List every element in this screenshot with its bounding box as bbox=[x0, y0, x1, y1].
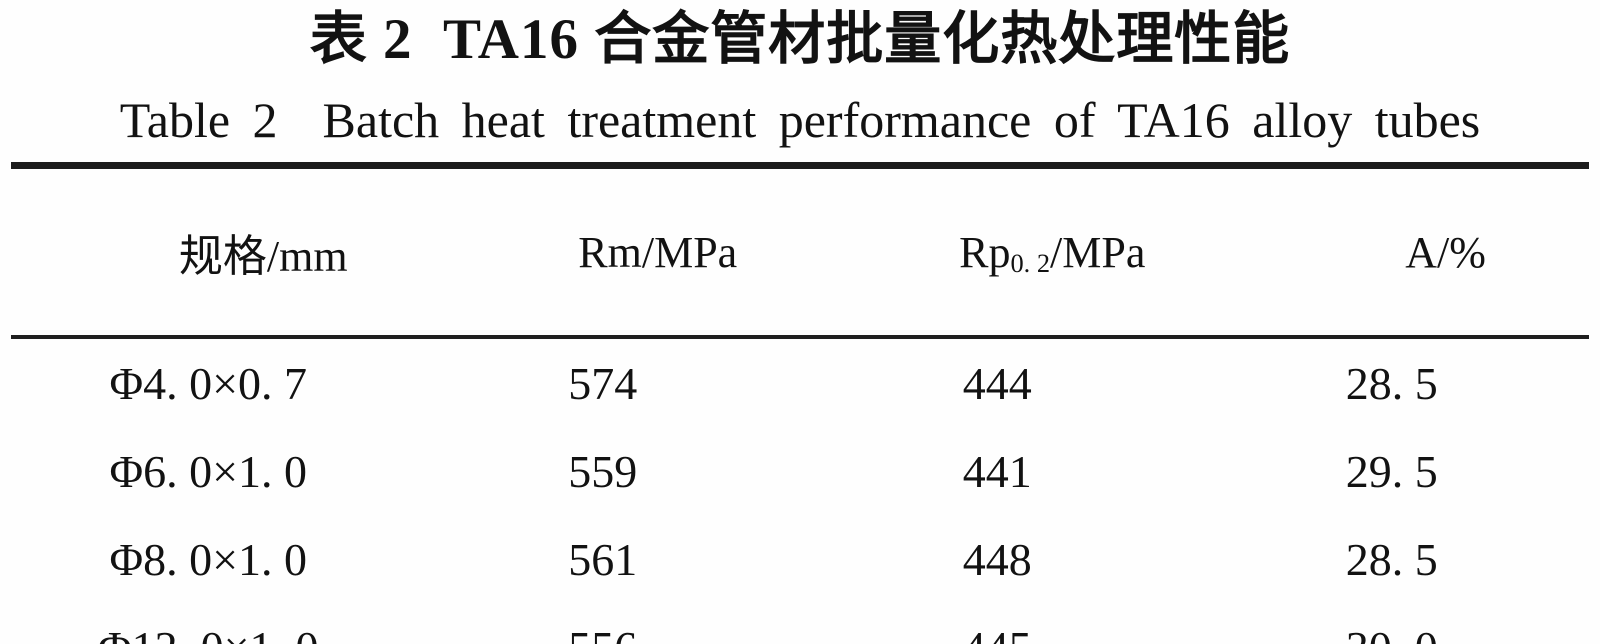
performance-table: 规格/mm Rm/MPa Rp0. 2/MPa A/% Φ4. 0×0. 7 5… bbox=[11, 162, 1589, 644]
cell-a: 29. 5 bbox=[1345, 445, 1438, 497]
table-caption-english: Table 2 Batch heat treatment performance… bbox=[119, 92, 1481, 148]
table-row: Φ6. 0×1. 0 559 441 29. 5 bbox=[11, 427, 1589, 515]
cell-rp02: 444 bbox=[962, 357, 1032, 409]
table-caption-chinese: 表 2 TA16 合金管材批量化热处理性能 bbox=[309, 8, 1291, 71]
cell-spec: Φ6. 0×1. 0 bbox=[109, 445, 308, 497]
col-header-rp02-unit: /MPa bbox=[1050, 227, 1146, 277]
table-body: Φ4. 0×0. 7 574 444 28. 5 Φ6. 0×1. 0 559 … bbox=[11, 337, 1589, 644]
cell-spec: Φ12. 0×1. 0 bbox=[11, 603, 406, 644]
col-header-spec: 规格/mm bbox=[11, 165, 406, 339]
col-header-rm-label: Rm/MPa bbox=[578, 227, 738, 277]
cell-rm: 561 bbox=[568, 533, 638, 585]
col-header-rp02-subscript: 0. 2 bbox=[1010, 248, 1051, 279]
cell-rp02: 448 bbox=[962, 533, 1032, 585]
table-header-row: 规格/mm Rm/MPa Rp0. 2/MPa A/% bbox=[11, 165, 1589, 339]
col-header-a: A/% bbox=[1194, 165, 1589, 339]
cell-rm: 574 bbox=[568, 357, 638, 409]
cell-a: 28. 5 bbox=[1345, 533, 1438, 585]
cell-a: 30. 0 bbox=[1195, 603, 1590, 644]
col-header-spec-label: 规格/mm bbox=[178, 232, 348, 281]
cell-rp02: 441 bbox=[962, 445, 1032, 497]
table-row: Φ8. 0×1. 0 561 448 28. 5 bbox=[11, 515, 1589, 603]
cell-spec: Φ4. 0×0. 7 bbox=[109, 357, 308, 409]
table-row: Φ12. 0×1. 0 556 445 30. 0 bbox=[11, 603, 1589, 644]
col-header-rm: Rm/MPa bbox=[405, 165, 800, 339]
col-header-a-label: A/% bbox=[1405, 227, 1486, 277]
col-header-rp02: Rp0. 2/MPa bbox=[800, 165, 1195, 339]
cell-spec: Φ8. 0×1. 0 bbox=[109, 533, 308, 585]
col-header-rp02-main: Rp bbox=[959, 227, 1011, 277]
cell-rm: 559 bbox=[568, 445, 638, 497]
cell-a: 28. 5 bbox=[1345, 357, 1438, 409]
table-row: Φ4. 0×0. 7 574 444 28. 5 bbox=[11, 337, 1589, 427]
cell-rm: 556 bbox=[406, 603, 801, 644]
cell-rp02: 445 bbox=[800, 603, 1195, 644]
